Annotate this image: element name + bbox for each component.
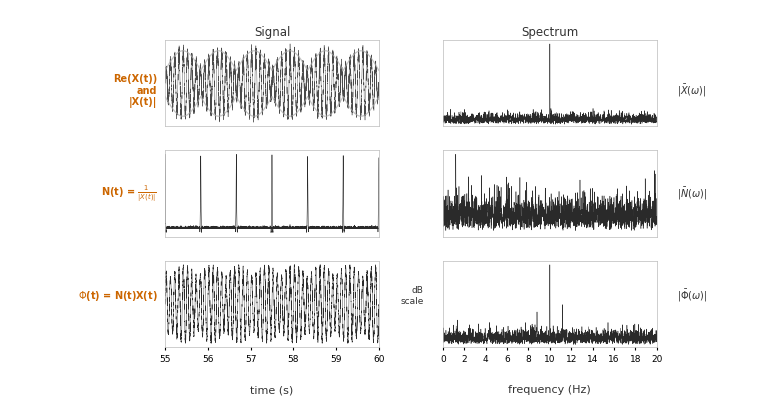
Text: Re(X(t))
and
|X(t)|: Re(X(t)) and |X(t)| xyxy=(113,74,157,108)
Text: $\Phi$(t) = N(t)X(t): $\Phi$(t) = N(t)X(t) xyxy=(78,289,157,303)
Text: $|\bar{X}(\omega)|$: $|\bar{X}(\omega)|$ xyxy=(677,83,707,99)
Text: $|\bar{N}(\omega)|$: $|\bar{N}(\omega)|$ xyxy=(677,186,707,201)
Text: dB
scale: dB scale xyxy=(400,286,424,306)
Text: $|\bar{\Phi}(\omega)|$: $|\bar{\Phi}(\omega)|$ xyxy=(677,288,708,304)
Text: Signal: Signal xyxy=(253,26,290,39)
Text: time (s): time (s) xyxy=(250,385,293,395)
Text: Spectrum: Spectrum xyxy=(521,26,578,39)
Text: frequency (Hz): frequency (Hz) xyxy=(508,385,591,395)
Text: N(t) = $\frac{1}{|X(t)|}$: N(t) = $\frac{1}{|X(t)|}$ xyxy=(101,184,157,203)
